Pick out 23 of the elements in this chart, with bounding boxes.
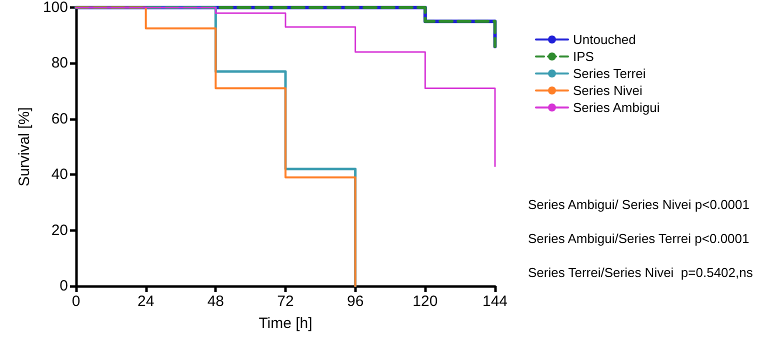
- legend-label: Series Ambigui: [573, 100, 660, 115]
- y-tick-label: 20: [51, 222, 68, 239]
- y-tick-label: 60: [51, 110, 68, 128]
- x-tick-label: 120: [412, 293, 438, 310]
- text: Series Ambigui/ Series Nivei p<0.0001: [528, 197, 750, 212]
- y-tick-label: 100: [42, 0, 68, 16]
- legend-label: Series Terrei: [573, 66, 646, 81]
- y-tick-label: 40: [51, 166, 68, 184]
- x-tick-label: 24: [137, 293, 154, 310]
- legend-label: IPS: [573, 49, 594, 64]
- x-tick-label: 48: [207, 293, 224, 310]
- text: Series Ambigui/Series Terrei p<0.0001: [528, 231, 750, 246]
- x-tick-label: 96: [346, 293, 364, 310]
- x-tick-label: 144: [482, 293, 508, 310]
- x-tick-label: 72: [277, 293, 294, 310]
- x-tick-label: 0: [72, 293, 80, 310]
- y-tick-label: 80: [51, 54, 68, 72]
- legend-label: Untouched: [573, 32, 636, 47]
- y-tick-label: 0: [60, 278, 68, 294]
- x-axis-title: Time [h]: [258, 315, 312, 332]
- text: Series Terrei/Series Nivei p=0.5402,ns: [528, 265, 754, 280]
- y-axis-title: Survival [%]: [16, 107, 34, 186]
- legend-label: Series Nivei: [573, 83, 642, 98]
